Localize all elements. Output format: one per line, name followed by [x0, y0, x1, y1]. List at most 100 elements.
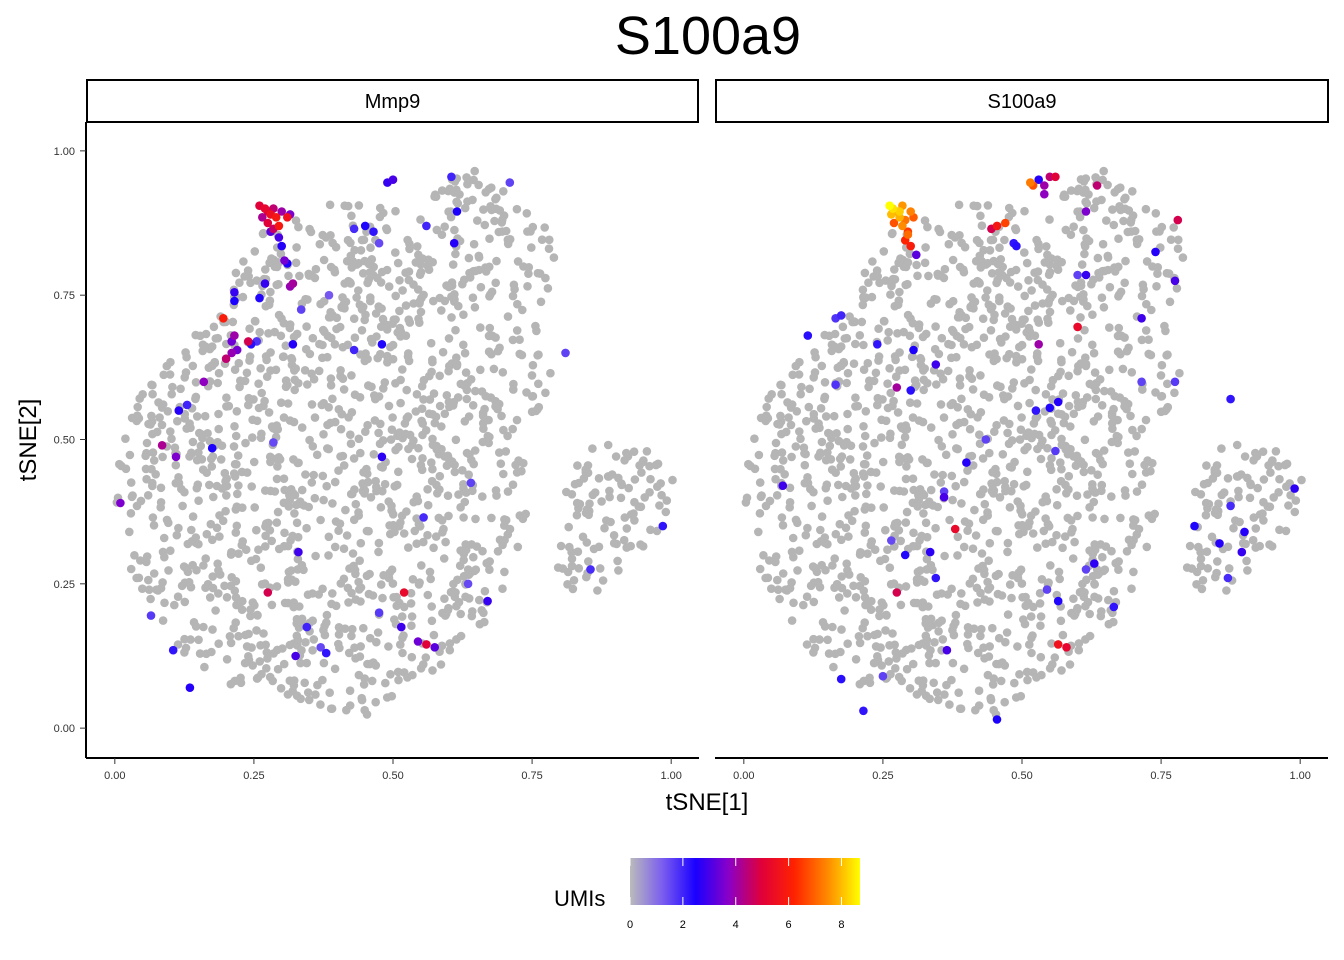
cell-point-unexpressed [397, 612, 407, 621]
cell-point-unexpressed [1076, 292, 1085, 302]
cell-point-unexpressed [319, 658, 329, 668]
cell-point-unexpressed [1045, 460, 1055, 470]
cell-point-expressed [906, 241, 915, 251]
cell-point-unexpressed [989, 356, 999, 366]
cell-point-unexpressed [901, 474, 911, 484]
cell-point-unexpressed [1057, 410, 1066, 419]
cell-point-unexpressed [336, 366, 345, 375]
cell-point-unexpressed [957, 238, 966, 248]
cell-point-unexpressed [454, 490, 463, 499]
cell-point-unexpressed [1089, 203, 1099, 213]
cell-point-unexpressed [232, 460, 241, 469]
cell-point-unexpressed [1041, 390, 1051, 399]
cell-point-unexpressed [214, 409, 223, 419]
cell-point-unexpressed [357, 693, 367, 703]
cell-point-unexpressed [533, 268, 543, 278]
cell-point-unexpressed [391, 206, 400, 216]
cell-point-expressed [909, 345, 918, 355]
cell-point-unexpressed [1146, 350, 1156, 360]
cell-point-unexpressed [1095, 375, 1105, 384]
cell-point-unexpressed [1142, 542, 1152, 552]
cell-point-unexpressed [963, 630, 973, 639]
cell-point-unexpressed [1107, 492, 1116, 501]
cell-point-unexpressed [930, 344, 940, 354]
cell-point-expressed [1092, 181, 1102, 190]
cell-point-unexpressed [381, 678, 390, 688]
cell-point-unexpressed [816, 537, 826, 546]
cell-point-unexpressed [1142, 257, 1152, 266]
cell-point-unexpressed [244, 400, 253, 410]
cell-point-unexpressed [481, 391, 491, 401]
cell-point-unexpressed [449, 397, 459, 407]
cell-point-unexpressed [883, 379, 892, 389]
cell-point-unexpressed [418, 430, 427, 440]
cell-point-unexpressed [965, 424, 975, 434]
cell-point-unexpressed [978, 515, 988, 525]
cell-point-unexpressed [1007, 593, 1016, 603]
cell-point-unexpressed [445, 639, 455, 648]
cell-point-unexpressed [293, 554, 303, 564]
cell-point-unexpressed [1105, 282, 1115, 292]
cell-point-expressed [483, 596, 492, 606]
cell-point-unexpressed [1197, 584, 1207, 594]
cell-point-unexpressed [984, 556, 993, 565]
cell-point-unexpressed [1089, 348, 1099, 358]
cell-point-unexpressed [827, 465, 837, 475]
cell-point-unexpressed [1057, 464, 1066, 474]
cell-point-unexpressed [274, 544, 284, 554]
cell-point-expressed [778, 481, 788, 491]
cell-point-unexpressed [851, 339, 860, 349]
cell-point-unexpressed [250, 247, 260, 256]
cell-point-unexpressed [488, 331, 497, 341]
cell-point-unexpressed [283, 541, 293, 551]
cell-point-unexpressed [427, 458, 436, 467]
cell-point-unexpressed [791, 442, 801, 451]
cell-point-unexpressed [378, 486, 387, 496]
cell-point-unexpressed [407, 652, 417, 662]
cell-point-unexpressed [568, 584, 578, 594]
cell-point-unexpressed [324, 532, 334, 542]
cell-point-unexpressed [821, 412, 831, 421]
cell-point-unexpressed [1259, 475, 1269, 484]
cell-point-unexpressed [1130, 226, 1140, 236]
cell-point-unexpressed [921, 500, 930, 510]
cell-point-unexpressed [505, 235, 515, 244]
cell-point-unexpressed [272, 280, 282, 290]
cell-point-expressed [1062, 643, 1071, 652]
cell-point-unexpressed [1098, 552, 1107, 562]
cell-point-unexpressed [948, 255, 958, 265]
cell-point-unexpressed [1100, 514, 1109, 524]
cell-point-unexpressed [327, 599, 336, 609]
cell-point-unexpressed [1028, 602, 1038, 612]
cell-point-unexpressed [843, 424, 852, 434]
cell-point-unexpressed [311, 551, 320, 561]
cell-point-unexpressed [1079, 225, 1088, 235]
cell-point-unexpressed [401, 429, 410, 439]
cell-point-unexpressed [359, 235, 369, 245]
cell-point-unexpressed [348, 549, 358, 558]
cell-point-unexpressed [905, 398, 915, 408]
cell-point-unexpressed [389, 520, 398, 530]
cell-point-unexpressed [990, 427, 999, 437]
cell-point-unexpressed [416, 307, 426, 317]
cell-point-unexpressed [1114, 557, 1123, 566]
cell-point-unexpressed [1120, 402, 1129, 411]
cell-point-unexpressed [387, 565, 397, 574]
cell-point-expressed [931, 360, 941, 369]
cell-point-unexpressed [791, 515, 801, 525]
cell-point-unexpressed [944, 239, 954, 249]
facet-s100a9: S100a9 0.00 0.25 0.50 0.75 1.00 [715, 79, 1329, 782]
legend-title: UMIs [554, 886, 605, 911]
cell-point-unexpressed [1091, 173, 1100, 182]
cell-point-unexpressed [750, 434, 759, 444]
cell-point-unexpressed [954, 313, 964, 322]
cell-point-unexpressed [374, 538, 384, 548]
cell-point-unexpressed [126, 564, 136, 574]
cell-point-unexpressed [249, 457, 259, 467]
cell-point-unexpressed [971, 705, 980, 715]
cell-point-unexpressed [842, 559, 851, 568]
cell-point-unexpressed [242, 468, 252, 477]
cell-point-unexpressed [402, 385, 412, 395]
cell-point-unexpressed [147, 411, 156, 421]
cell-point-unexpressed [401, 301, 411, 310]
